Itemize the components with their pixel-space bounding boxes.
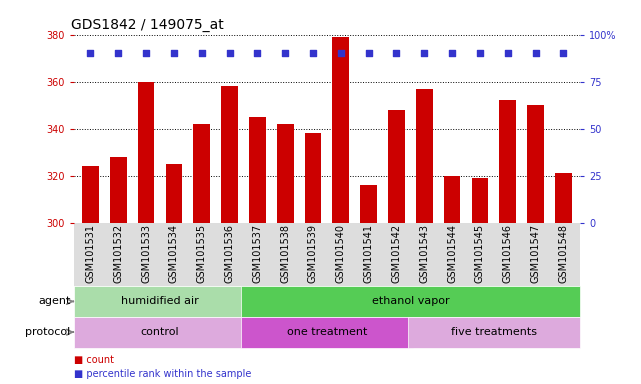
Bar bbox=[472, 178, 488, 223]
Point bbox=[336, 50, 346, 56]
Text: ■ count: ■ count bbox=[74, 355, 113, 365]
Point bbox=[252, 50, 262, 56]
Bar bbox=[555, 173, 572, 223]
Text: agent: agent bbox=[38, 296, 71, 306]
Bar bbox=[138, 82, 154, 223]
Point bbox=[141, 50, 151, 56]
Point bbox=[447, 50, 457, 56]
Text: GDS1842 / 149075_at: GDS1842 / 149075_at bbox=[71, 18, 224, 32]
Bar bbox=[304, 133, 321, 223]
Point bbox=[531, 50, 541, 56]
Text: one treatment: one treatment bbox=[287, 327, 367, 337]
Bar bbox=[221, 86, 238, 223]
Point bbox=[280, 50, 290, 56]
Bar bbox=[165, 164, 182, 223]
Point bbox=[224, 50, 235, 56]
Text: protocol: protocol bbox=[25, 327, 71, 337]
Point bbox=[85, 50, 96, 56]
Bar bbox=[444, 176, 460, 223]
Bar bbox=[333, 37, 349, 223]
Bar bbox=[388, 110, 405, 223]
Point bbox=[197, 50, 207, 56]
Bar bbox=[249, 117, 266, 223]
Text: control: control bbox=[140, 327, 179, 337]
Bar bbox=[110, 157, 126, 223]
Point bbox=[169, 50, 179, 56]
Point bbox=[308, 50, 318, 56]
Text: five treatments: five treatments bbox=[451, 327, 537, 337]
Bar bbox=[416, 89, 433, 223]
Text: ■ percentile rank within the sample: ■ percentile rank within the sample bbox=[74, 369, 251, 379]
Point bbox=[392, 50, 402, 56]
Text: humidified air: humidified air bbox=[121, 296, 199, 306]
Bar bbox=[277, 124, 294, 223]
Bar bbox=[82, 166, 99, 223]
Bar bbox=[360, 185, 377, 223]
Bar bbox=[194, 124, 210, 223]
Text: ethanol vapor: ethanol vapor bbox=[372, 296, 449, 306]
Point bbox=[558, 50, 569, 56]
Point bbox=[419, 50, 429, 56]
Point bbox=[503, 50, 513, 56]
Bar bbox=[499, 101, 516, 223]
Bar bbox=[528, 105, 544, 223]
Point bbox=[113, 50, 123, 56]
Point bbox=[475, 50, 485, 56]
Point bbox=[363, 50, 374, 56]
